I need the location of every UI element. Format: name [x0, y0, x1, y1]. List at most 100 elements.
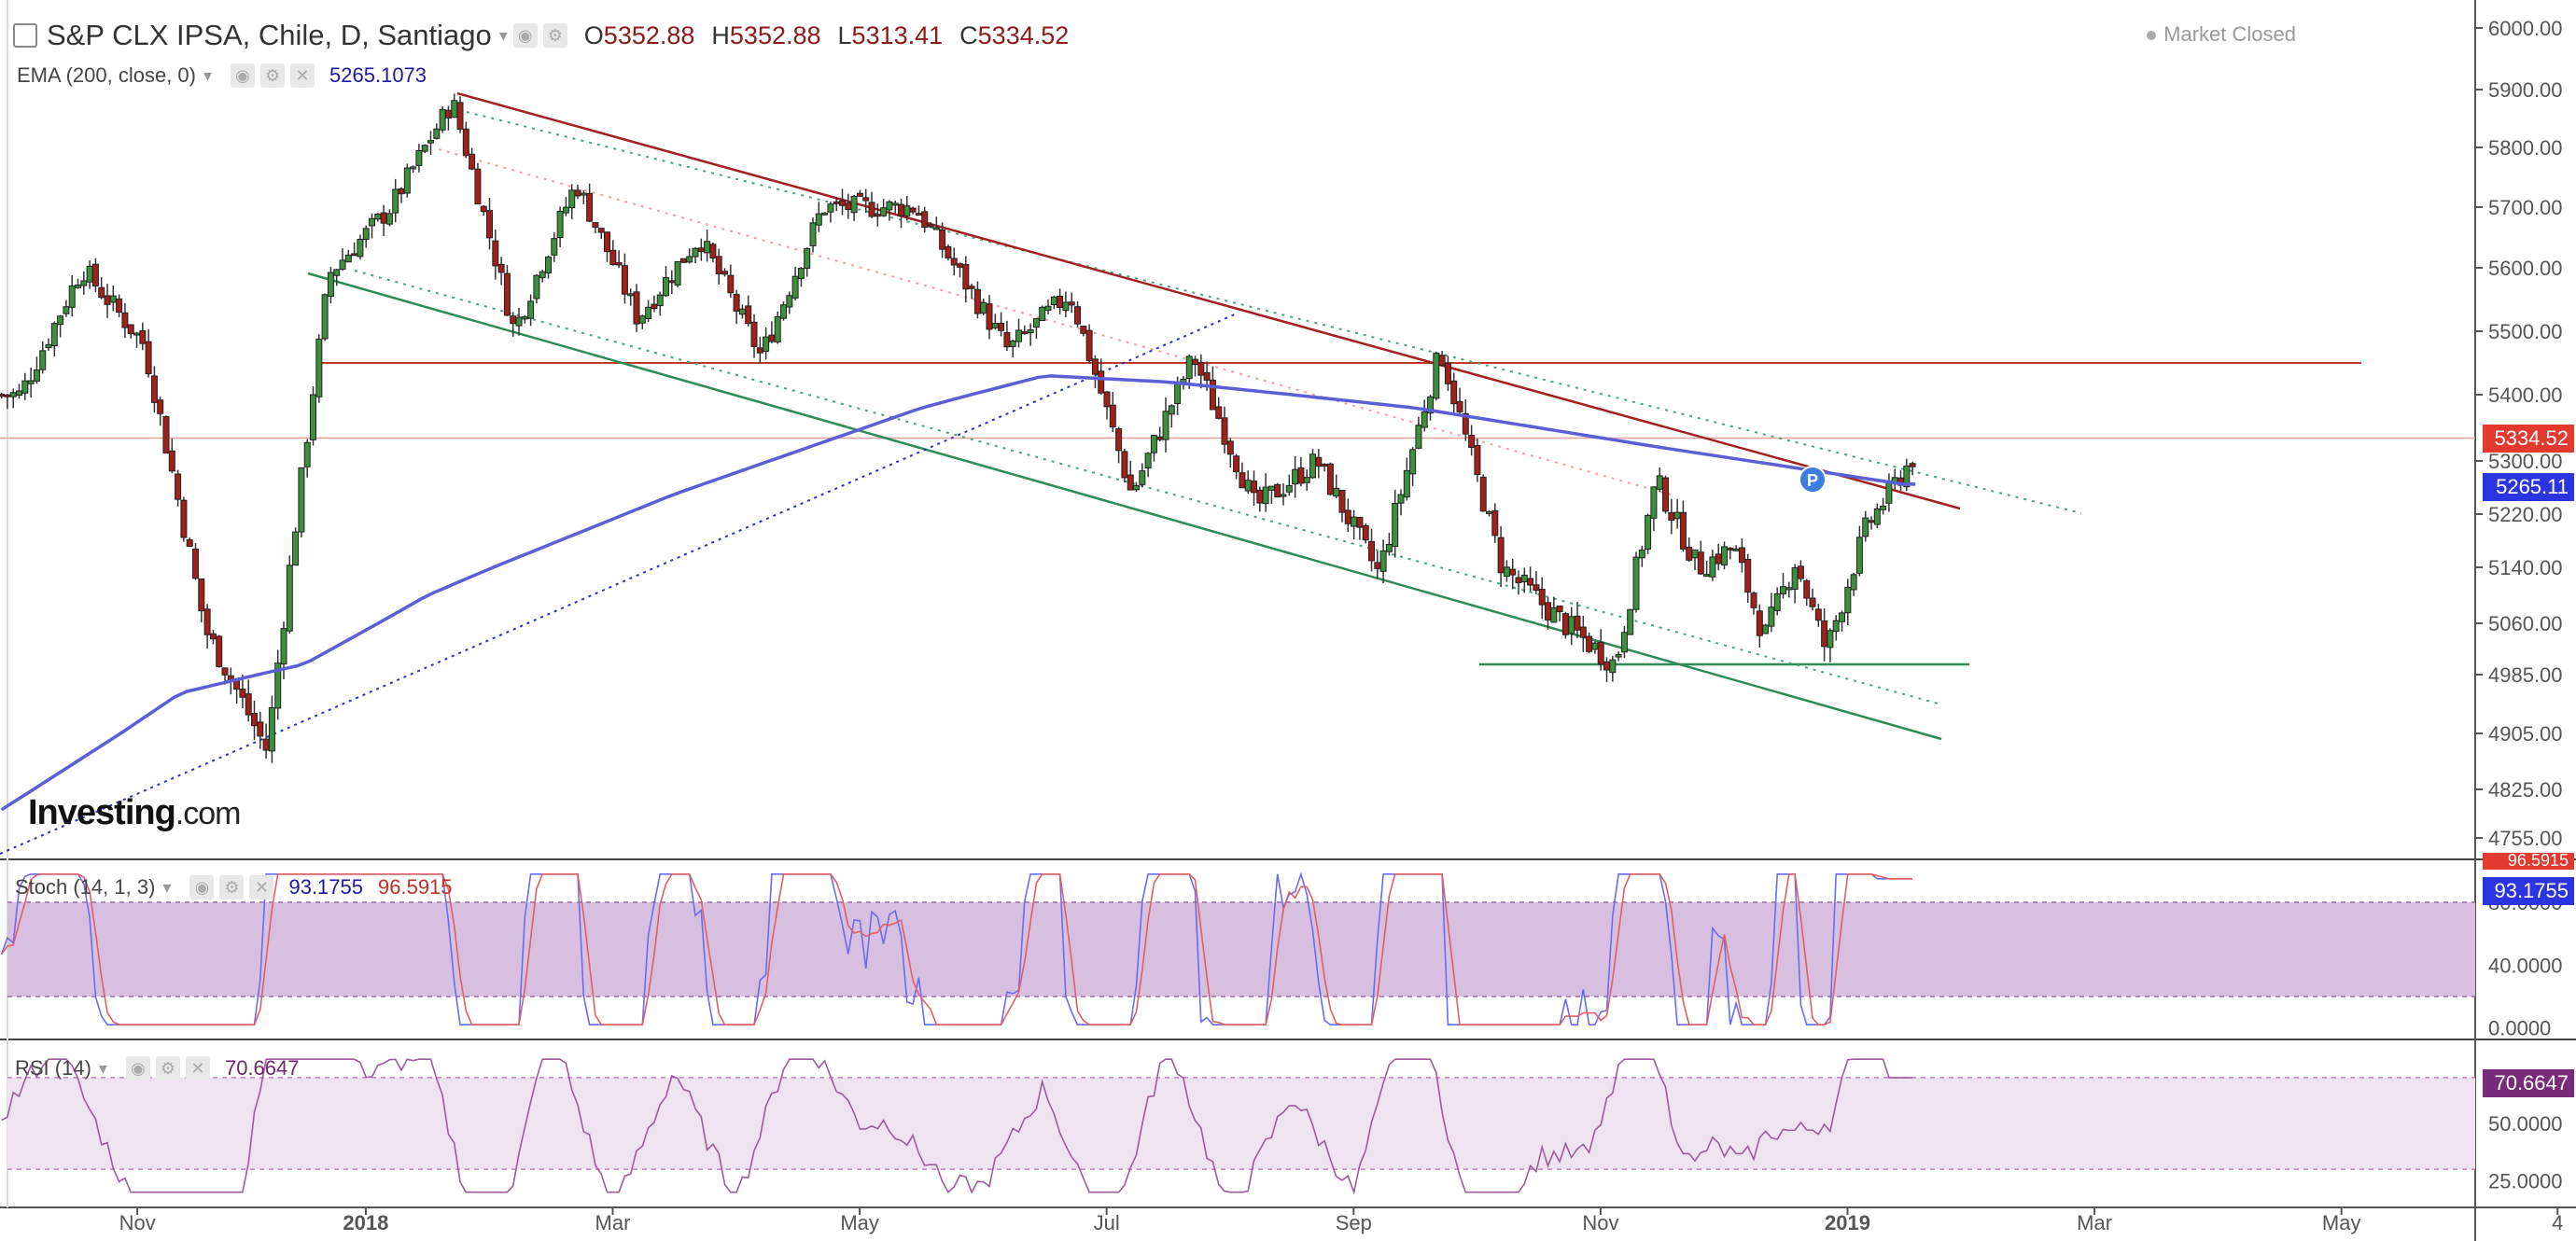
candle-body: [1556, 606, 1563, 613]
candle-body: [1174, 381, 1182, 405]
candle-body: [1844, 586, 1852, 614]
stoch-d-line: [0, 873, 1913, 1025]
candle-body: [809, 222, 817, 246]
gear-icon[interactable]: ⚙: [260, 63, 286, 88]
candle-body: [1709, 556, 1716, 578]
chevron-down-icon[interactable]: ▾: [203, 65, 213, 85]
candle-body: [1468, 434, 1476, 448]
candle-body: [1433, 353, 1440, 399]
candle-body: [1262, 486, 1269, 505]
open-value: 5352.88: [603, 21, 695, 49]
rsi-tag: 70.6647: [2483, 1069, 2574, 1097]
time-tick-label: 4: [2552, 1211, 2563, 1234]
candle-body: [1686, 546, 1693, 561]
chevron-down-icon[interactable]: ▾: [498, 25, 508, 45]
rsi-label[interactable]: RSI (14): [15, 1056, 91, 1080]
close-icon[interactable]: ✕: [249, 875, 274, 899]
candle-body: [1379, 550, 1387, 572]
candle-body: [1668, 511, 1675, 521]
candle-body: [856, 192, 863, 197]
candle-body: [1486, 510, 1493, 514]
candle-body: [480, 205, 487, 213]
candle-body: [750, 321, 758, 347]
rsi-tick-label: 50.0000: [2488, 1112, 2563, 1136]
ema-label[interactable]: EMA (200, close, 0): [17, 63, 196, 87]
chevron-down-icon[interactable]: ▾: [162, 877, 172, 897]
price-tick-label: 4985.00: [2488, 663, 2563, 687]
eye-icon[interactable]: ◉: [189, 875, 215, 899]
open-label: O: [583, 21, 604, 49]
candle-body: [721, 271, 729, 275]
time-tick-label: Nov: [119, 1211, 156, 1234]
mid-channel-dotted-line: [438, 148, 1672, 495]
candle-body: [580, 192, 587, 196]
candle-body: [1703, 574, 1711, 578]
close-icon[interactable]: ✕: [290, 63, 315, 88]
candle-body: [1785, 587, 1793, 591]
candle-body: [679, 258, 687, 263]
candle-body: [1162, 411, 1169, 440]
stoch-label[interactable]: Stoch (14, 1, 3): [15, 875, 156, 899]
time-tick-label: 2018: [343, 1211, 388, 1234]
candle-body: [121, 312, 129, 328]
price-tick-label: 5400.00: [2488, 383, 2563, 407]
collapse-icon[interactable]: [13, 23, 37, 48]
eye-icon[interactable]: ◉: [231, 63, 256, 88]
low-value: 5313.41: [851, 21, 944, 49]
pivot-marker-label: P: [1807, 471, 1818, 490]
stoch-d-tag: 96.5915: [2483, 853, 2574, 870]
candle-body: [486, 210, 494, 239]
candle-body: [1509, 568, 1517, 576]
upper-channel-dotted-line: [466, 111, 2082, 514]
candle-body: [1309, 453, 1317, 479]
candle-body: [116, 298, 123, 314]
gear-icon[interactable]: ⚙: [219, 875, 245, 899]
candle-body: [886, 201, 893, 211]
candle-body: [756, 347, 763, 354]
symbol-title[interactable]: S&P CLX IPSA, Chile, D, Santiago: [47, 19, 492, 51]
candle-body: [1462, 412, 1469, 435]
candle-body: [763, 336, 770, 352]
candle-body: [1267, 485, 1275, 491]
candle-body: [1303, 477, 1310, 483]
candle-body: [1839, 612, 1846, 622]
candle-body: [697, 247, 705, 253]
eye-icon[interactable]: ◉: [125, 1056, 150, 1081]
candle-body: [1520, 574, 1528, 583]
candle-body: [245, 693, 252, 716]
gear-icon[interactable]: ⚙: [155, 1056, 180, 1081]
candle-body: [1326, 463, 1334, 495]
candle-body: [1368, 540, 1376, 562]
candle-body: [609, 249, 617, 266]
candle-body: [1080, 326, 1087, 334]
candle-body: [709, 244, 717, 259]
rsi-band: [7, 1077, 2475, 1170]
candle-body: [1586, 635, 1593, 652]
gear-icon[interactable]: ⚙: [542, 23, 567, 48]
candle-body: [1274, 483, 1281, 498]
candle-body: [921, 211, 929, 228]
candle-body: [909, 207, 917, 213]
candle-body: [957, 263, 964, 268]
candle-body: [1027, 329, 1034, 334]
last-price-tag: 5334.52: [2483, 425, 2574, 453]
candle-body: [1321, 464, 1328, 467]
candle-body: [1239, 472, 1246, 489]
stoch-d-value: 96.5915: [378, 875, 453, 899]
candle-body: [1885, 480, 1893, 504]
candle-body: [868, 202, 875, 217]
candle-body: [1814, 608, 1822, 621]
candle-body: [597, 228, 605, 233]
candle-body: [57, 315, 64, 326]
candle-body: [1738, 547, 1745, 564]
close-icon[interactable]: ✕: [185, 1056, 210, 1081]
candle-body: [1091, 358, 1099, 375]
eye-icon[interactable]: ◉: [512, 23, 538, 48]
chevron-down-icon[interactable]: ▾: [98, 1058, 107, 1078]
candle-body: [1620, 632, 1628, 653]
candle-body: [392, 188, 399, 214]
candle-body: [1479, 476, 1487, 512]
candle-body: [1256, 489, 1264, 504]
candle-body: [1285, 484, 1293, 493]
